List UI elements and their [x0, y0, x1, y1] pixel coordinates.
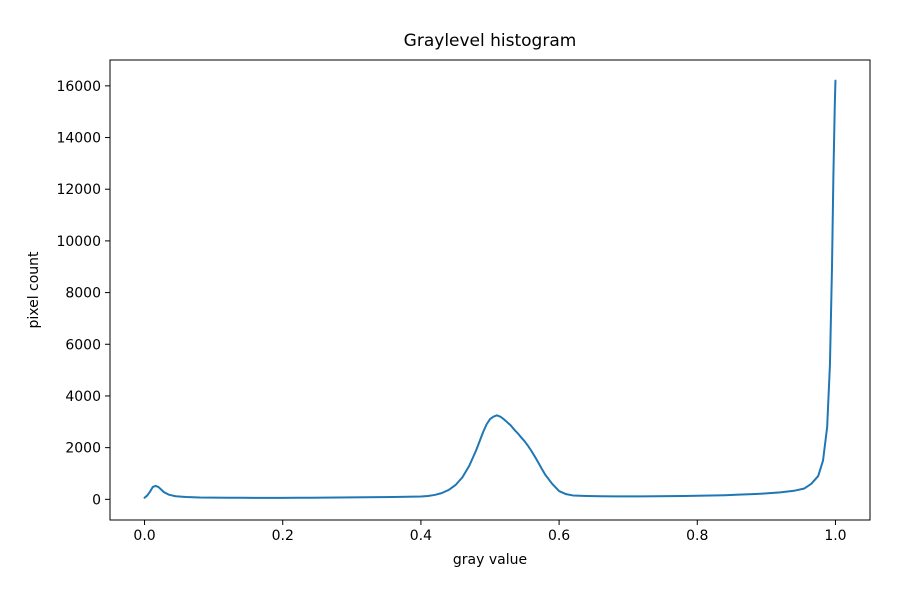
plot-border — [110, 60, 870, 520]
x-tick-label: 1.0 — [824, 528, 846, 544]
x-axis-label: gray value — [453, 552, 527, 568]
y-tick-label: 14000 — [56, 131, 101, 147]
y-tick-label: 12000 — [56, 182, 101, 198]
y-tick-label: 2000 — [65, 441, 101, 457]
x-tick-label: 0.8 — [686, 528, 708, 544]
y-tick-label: 4000 — [65, 389, 101, 405]
y-tick-label: 8000 — [65, 286, 101, 302]
y-tick-label: 6000 — [65, 337, 101, 353]
x-tick-label: 0.0 — [133, 528, 155, 544]
chart-title: Graylevel histogram — [404, 31, 577, 51]
chart-svg: 0.0 0.2 0.4 0.6 0.8 1.0 0 2000 4000 6000 8000 10000… — [0, 0, 900, 600]
x-tick-label: 0.6 — [548, 528, 570, 544]
x-tick-label: 0.4 — [410, 528, 432, 544]
x-tick-label: 0.2 — [272, 528, 294, 544]
y-axis-label: pixel count — [26, 251, 42, 329]
y-tick-label: 10000 — [56, 234, 101, 250]
histogram-chart: { "chart": { "type": "line", "title": "G… — [0, 0, 900, 600]
y-tick-label: 16000 — [56, 79, 101, 95]
y-tick-label: 0 — [92, 492, 101, 508]
